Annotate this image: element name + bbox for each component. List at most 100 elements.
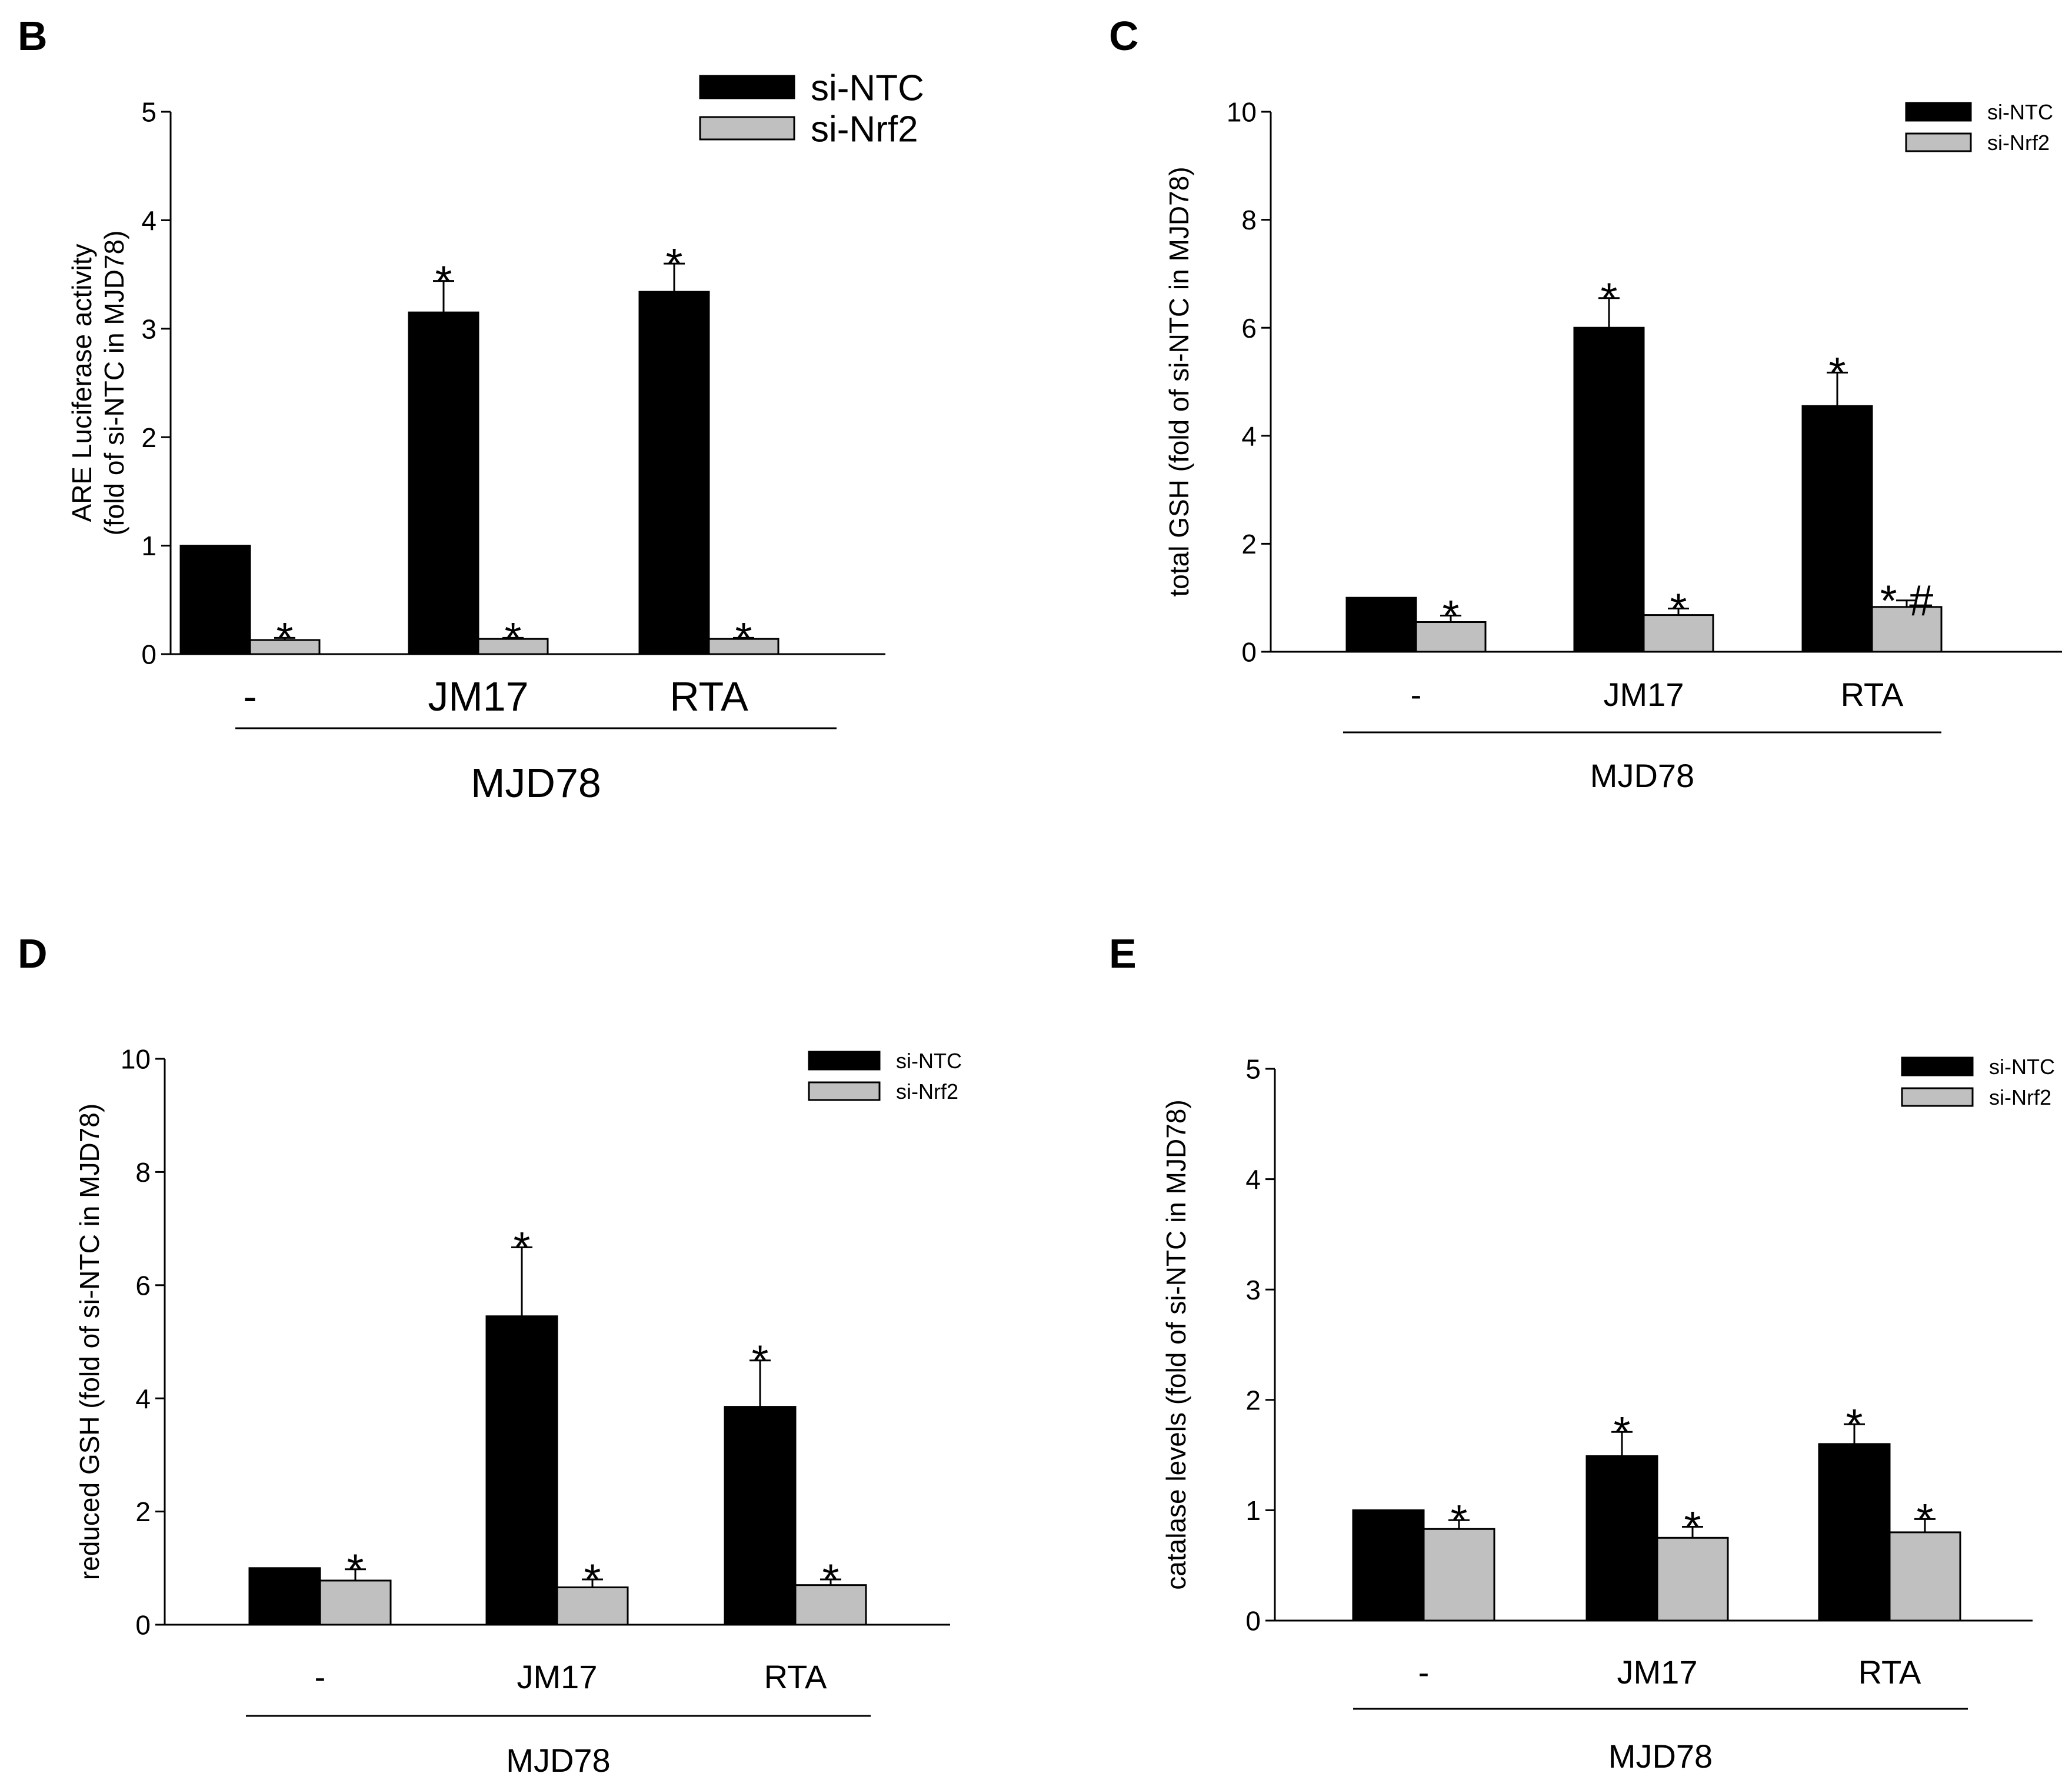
- bar-si-nrf2-jm17: [477, 638, 549, 655]
- chart-panel-e: E 0 1 2 3 4 5 catalase levels (fold of si-NTC i…: [1109, 931, 2055, 1775]
- group-label: MJD78: [1608, 1738, 1713, 1775]
- bar-si-nrf2-rta: [794, 1584, 867, 1626]
- significance-marker: *: [1670, 584, 1687, 633]
- significance-marker: *: [1684, 1502, 1701, 1551]
- y-tick-label: 0: [141, 639, 156, 670]
- significance-marker: *: [1917, 1495, 1934, 1544]
- bar-si-nrf2-rta: [1871, 606, 1943, 653]
- bar-si-nrf2-jm17: [556, 1586, 629, 1626]
- legend-label: si-NTC: [811, 68, 924, 108]
- bar-si-ntc-rta: [638, 291, 710, 655]
- panel-label: C: [1109, 13, 1139, 59]
- y-tick-label: 2: [135, 1496, 151, 1527]
- y-tick-label: 4: [1241, 421, 1257, 451]
- significance-marker: *: [1451, 1496, 1468, 1545]
- y-axis-title: total GSH (fold of si-NTC in MJD78): [1164, 166, 1194, 596]
- panel-label: D: [18, 931, 48, 976]
- significance-marker: *: [347, 1545, 364, 1594]
- significance-marker: *: [435, 256, 452, 305]
- legend-label: si-Nrf2: [1989, 1085, 2051, 1109]
- bar-si-nrf2-rta: [708, 638, 780, 655]
- chart-panel-b: B 0 1 2 3 4 5 ARE Luciferase activity (fold of s…: [18, 13, 924, 806]
- bar-si-ntc-jm17: [408, 311, 479, 655]
- x-tick-label: RTA: [764, 1658, 827, 1695]
- legend-swatch: [699, 116, 795, 141]
- chart-panel-d: D 0 2 4 6 8 10 reduced GSH (fold of si-NTC in M…: [18, 931, 962, 1779]
- bar-si-ntc-rta: [724, 1406, 797, 1626]
- bar-si-nrf2-jm17: [1643, 614, 1714, 653]
- bar-si-ntc-jm17: [485, 1315, 558, 1626]
- chart-panel-c: C 0 2 4 6 8 10 total GSH (fold of si-NTC in MJD…: [1109, 13, 2062, 794]
- legend-swatch: [1901, 1056, 1974, 1076]
- significance-marker: *: [1829, 348, 1846, 397]
- significance-marker: *: [1443, 591, 1460, 640]
- bar-si-ntc-jm17: [1585, 1455, 1658, 1622]
- y-tick-label: 8: [1241, 205, 1257, 235]
- legend-swatch: [1905, 132, 1972, 152]
- x-tick-label: -: [315, 1658, 326, 1695]
- bar-si-ntc-control: [1352, 1509, 1425, 1622]
- significance-marker: *: [584, 1555, 601, 1604]
- significance-marker: *: [666, 239, 683, 288]
- x-tick-label: RTA: [1841, 676, 1904, 713]
- legend-label: si-Nrf2: [896, 1079, 958, 1104]
- y-tick-label: 10: [121, 1044, 151, 1075]
- significance-marker: *: [1846, 1400, 1863, 1449]
- legend-label: si-NTC: [896, 1049, 962, 1073]
- x-tick-label: RTA: [669, 674, 748, 719]
- y-tick-label: 6: [1241, 313, 1257, 344]
- y-tick-label: 6: [135, 1270, 151, 1301]
- y-tick-label: 1: [141, 531, 156, 561]
- bar-si-ntc-control: [248, 1567, 321, 1626]
- y-tick-label: 0: [1245, 1606, 1261, 1636]
- legend-label: si-Nrf2: [811, 109, 918, 149]
- bar-si-nrf2-rta: [1888, 1531, 1961, 1622]
- bar-si-nrf2-control: [1415, 621, 1487, 653]
- significance-marker: *: [1614, 1408, 1631, 1456]
- significance-marker: *: [505, 614, 522, 662]
- significance-marker: *: [735, 614, 752, 662]
- legend-swatch: [808, 1081, 881, 1101]
- y-tick-label: 5: [1245, 1054, 1261, 1085]
- x-tick-label: -: [243, 674, 256, 719]
- x-tick-label: -: [1411, 676, 1422, 713]
- significance-marker: *: [752, 1336, 769, 1385]
- y-tick-label: 2: [1245, 1385, 1261, 1415]
- y-tick-label: 3: [141, 314, 156, 344]
- significance-marker: * #: [1880, 576, 1934, 625]
- group-label: MJD78: [506, 1742, 610, 1779]
- y-tick-label: 2: [141, 422, 156, 453]
- legend-swatch: [1905, 102, 1972, 122]
- y-tick-label: 0: [135, 1610, 151, 1641]
- panel-label: B: [18, 13, 48, 59]
- y-tick-label: 4: [141, 205, 156, 236]
- bar-si-ntc-control: [179, 545, 251, 655]
- x-tick-label: JM17: [428, 674, 528, 719]
- y-tick-label: 8: [135, 1157, 151, 1188]
- bar-si-nrf2-control: [1423, 1528, 1495, 1622]
- y-tick-label: 1: [1245, 1495, 1261, 1526]
- panel-label: E: [1109, 931, 1137, 976]
- y-tick-label: 4: [1245, 1164, 1261, 1195]
- legend-label: si-NTC: [1989, 1055, 2055, 1079]
- significance-marker: *: [514, 1223, 531, 1272]
- y-tick-label: 10: [1227, 97, 1257, 128]
- y-tick-label: 5: [141, 97, 156, 128]
- y-axis-title: (fold of si-NTC in MJD78): [99, 231, 129, 536]
- bar-si-ntc-rta: [1801, 405, 1873, 653]
- legend-swatch: [808, 1051, 881, 1071]
- y-tick-label: 3: [1245, 1275, 1261, 1305]
- y-axis-title: catalase levels (fold of si-NTC in MJD78…: [1161, 1099, 1191, 1589]
- x-tick-label: JM17: [1604, 676, 1684, 713]
- legend-swatch: [1901, 1087, 1974, 1107]
- legend-swatch: [699, 75, 795, 99]
- legend-label: si-NTC: [1987, 100, 2053, 124]
- significance-marker: *: [277, 614, 294, 662]
- bar-si-nrf2-jm17: [1656, 1536, 1729, 1622]
- x-tick-label: RTA: [1858, 1654, 1921, 1691]
- bar-si-ntc-rta: [1818, 1443, 1891, 1622]
- x-tick-label: -: [1418, 1654, 1430, 1691]
- legend-label: si-Nrf2: [1987, 131, 2050, 155]
- significance-marker: *: [1601, 274, 1618, 322]
